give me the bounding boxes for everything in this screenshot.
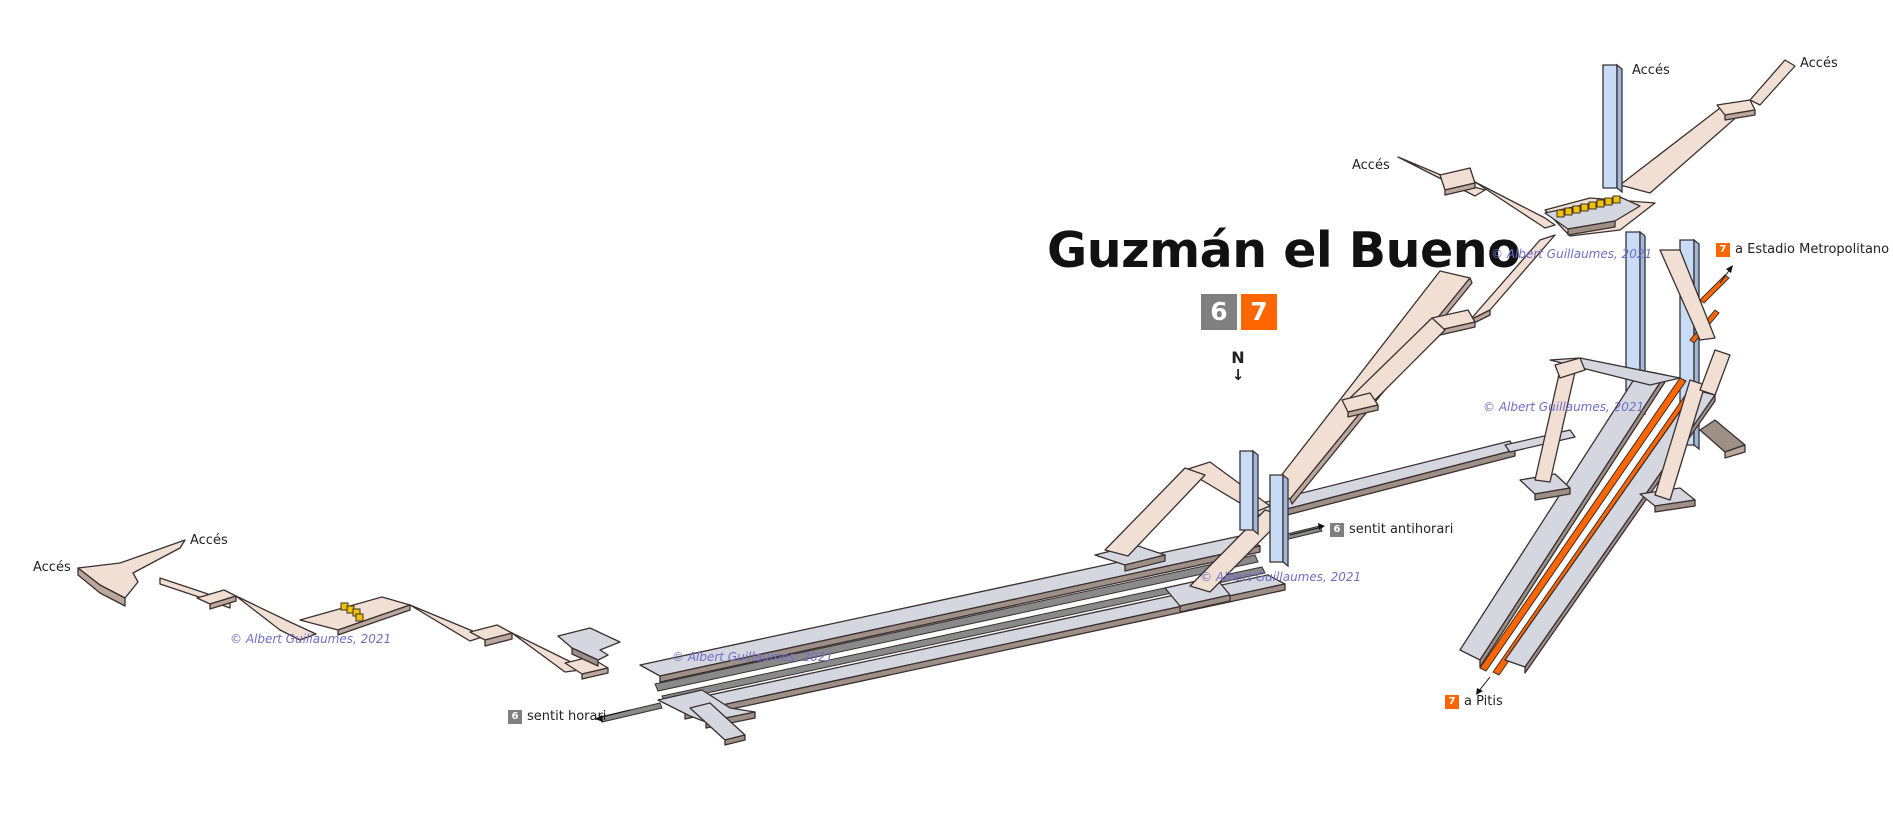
central-elevators	[1239, 449, 1289, 568]
line-6-badge: 6	[1201, 294, 1237, 330]
west-access-corridor	[77, 539, 609, 680]
line6-platforms	[599, 525, 1323, 723]
direction-line6-badge: 6	[1330, 522, 1344, 537]
access-label-nordest-1: Accés	[1632, 63, 1670, 78]
direction-line6-anticlockwise: 6 sentit antihorari	[1330, 522, 1453, 537]
direction-arrows	[595, 265, 1733, 722]
northeast-access-corridors	[1341, 59, 1796, 418]
direction-text: sentit antihorari	[1349, 522, 1454, 537]
station-title: Guzmán el Bueno	[1047, 222, 1521, 279]
credit-watermark: © Albert Guillaumes, 2021	[1491, 247, 1653, 261]
direction-text: a Estadio Metropolitano	[1735, 242, 1890, 257]
compass-letter: N	[1231, 348, 1245, 367]
direction-line7-badge: 7	[1445, 694, 1459, 709]
access-label-nord: Accés	[1352, 158, 1390, 173]
west-turnstiles	[340, 602, 364, 622]
direction-line7-estadio: 7 a Estadio Metropolitano	[1716, 242, 1889, 257]
credit-watermark: © Albert Guillaumes, 2021	[672, 650, 834, 664]
line6-west-stairs	[557, 627, 756, 746]
compass-north: N ↓	[1228, 348, 1248, 383]
credit-watermark: © Albert Guillaumes, 2021	[1483, 400, 1645, 414]
direction-text: a Pitis	[1464, 694, 1503, 709]
northeast-turnstiles	[1556, 195, 1621, 218]
direction-line6-clockwise: 6 sentit horari	[508, 709, 606, 724]
line-7-badge: 7	[1241, 294, 1277, 330]
access-label-nordest-2: Accés	[1800, 56, 1838, 71]
line7-station-frame	[1519, 249, 1746, 513]
direction-line6-badge: 6	[508, 709, 522, 724]
direction-line7-badge: 7	[1716, 242, 1730, 257]
credit-watermark: © Albert Guillaumes, 2021	[230, 632, 392, 646]
compass-arrow-icon: ↓	[1231, 366, 1245, 384]
access-label-oest-1: Accés	[190, 533, 228, 548]
credit-watermark: © Albert Guillaumes, 2021	[1200, 570, 1362, 584]
access-label-oest-2: Accés	[33, 560, 71, 575]
direction-line7-pitis: 7 a Pitis	[1445, 694, 1503, 709]
direction-text: sentit horari	[527, 709, 607, 724]
